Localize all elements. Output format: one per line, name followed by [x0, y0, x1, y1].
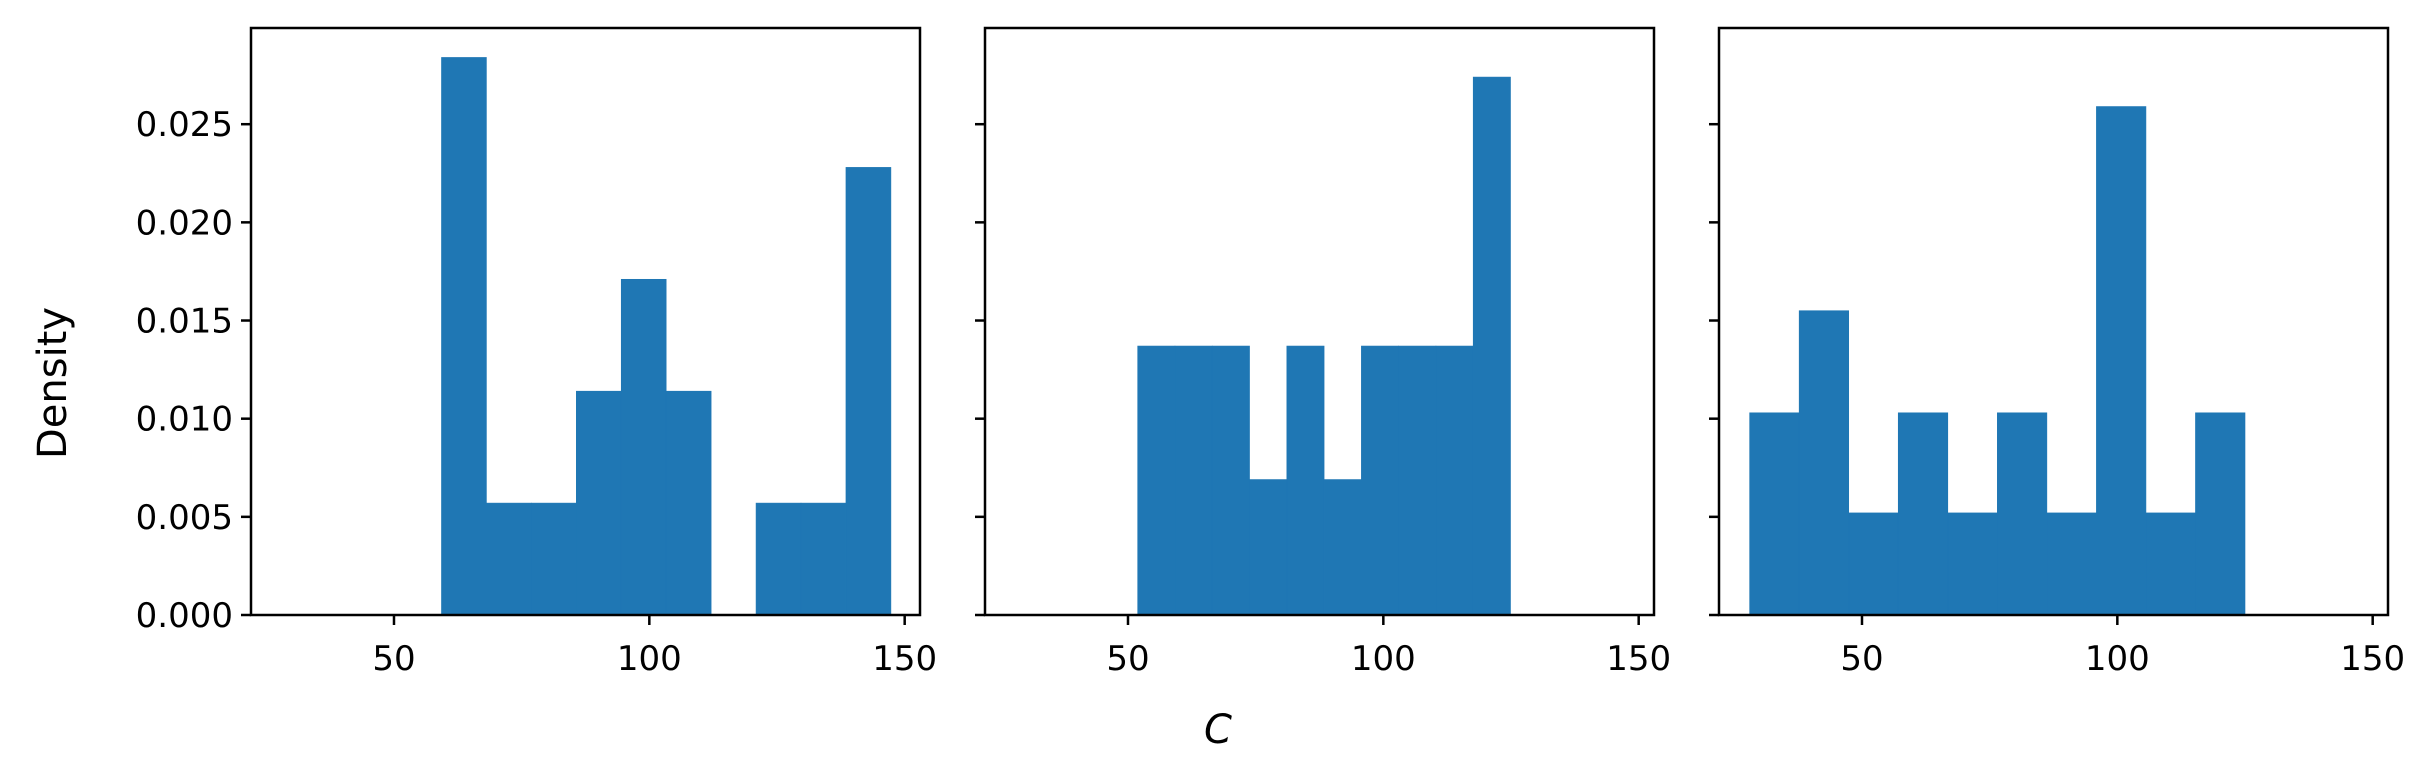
histogram-bar-2-4 — [1249, 479, 1288, 616]
x-tick-label: 150 — [872, 639, 937, 679]
y-axis-label: Density — [30, 307, 76, 459]
x-tick-label: 100 — [2085, 639, 2150, 679]
histogram-bar-1-1 — [441, 57, 487, 616]
histogram-bar-2-3 — [1211, 345, 1250, 616]
y-tick-label: 0.010 — [136, 400, 233, 440]
histogram-bar-3-10 — [2195, 412, 2246, 616]
histogram-bar-2-7 — [1361, 345, 1399, 616]
x-tick-label: 50 — [1106, 639, 1149, 679]
histogram-bar-1-6 — [665, 390, 712, 616]
histogram-bar-2-8 — [1398, 345, 1437, 616]
histogram-panel-3: 50 100 150 — [1709, 26, 2405, 679]
histogram-bar-1-5 — [620, 278, 667, 616]
histogram-bar-1-9 — [800, 502, 847, 616]
y-tick-label: 0.000 — [136, 596, 233, 636]
x-tick-label: 50 — [372, 639, 415, 679]
y-tick-label: 0.005 — [136, 498, 233, 538]
x-tick-label: 100 — [617, 639, 682, 679]
histogram-bar-2-6 — [1323, 479, 1362, 616]
y-tick-label: 0.015 — [136, 302, 233, 342]
histogram-bar-3-1 — [1749, 412, 1800, 616]
histogram-bar-3-9 — [2145, 512, 2196, 616]
histogram-bar-1-4 — [576, 390, 622, 616]
x-axis-label: C — [1204, 707, 1232, 753]
x-tick-label: 100 — [1351, 639, 1416, 679]
histogram-bar-3-8 — [2096, 106, 2147, 616]
histogram-bar-2-5 — [1286, 345, 1325, 616]
histogram-bar-2-10 — [1472, 76, 1511, 616]
histogram-bar-2-2 — [1174, 345, 1213, 616]
histogram-bar-2-9 — [1435, 345, 1474, 616]
x-tick-label: 150 — [1606, 639, 1671, 679]
x-tick-label: 150 — [2340, 639, 2405, 679]
histogram-bar-3-5 — [1947, 512, 1998, 616]
histogram-panels: 50 100 1500.0000.0050.0100.0150.0200.02550… — [136, 26, 2405, 679]
x-tick-label: 50 — [1840, 639, 1883, 679]
histogram-bar-3-2 — [1798, 310, 1850, 616]
histogram-bar-3-3 — [1848, 512, 1899, 616]
histogram-bar-3-4 — [1897, 412, 1949, 616]
histogram-bar-1-2 — [486, 502, 532, 616]
histogram-bar-2-1 — [1137, 345, 1176, 616]
histogram-bar-1-3 — [531, 502, 577, 616]
histogram-panel-2: 50 100 150 — [975, 26, 1671, 679]
histogram-bar-3-6 — [1997, 412, 2048, 616]
y-tick-label: 0.020 — [136, 203, 233, 243]
y-tick-label: 0.025 — [136, 105, 233, 145]
histogram-panel-1: 50 100 150 0.000 0.005 0.010 0.015 0.020 0.025 — [136, 26, 937, 679]
histogram-bar-3-7 — [2046, 512, 2097, 616]
histogram-bar-1-8 — [755, 502, 802, 616]
histogram-bar-1-10 — [845, 167, 892, 616]
